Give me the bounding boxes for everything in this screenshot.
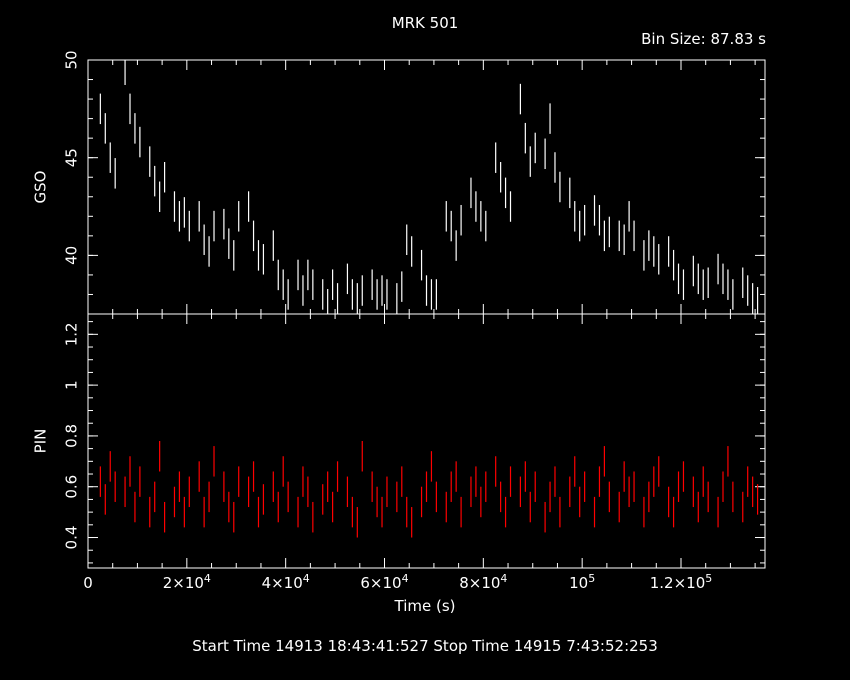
- x-tick-label: 6×104: [360, 572, 408, 592]
- start-stop-times: Start Time 14913 18:43:41:527 Stop Time …: [192, 637, 658, 655]
- pin-panel-frame: [87, 313, 766, 569]
- y-tick-label: 50: [63, 50, 81, 69]
- y-tick-label: 0.4: [63, 526, 81, 550]
- y-tick-label: 1: [63, 380, 81, 390]
- time-axis-label: Time (s): [394, 597, 456, 615]
- x-tick-label: 105: [569, 572, 595, 592]
- gso-axis-label: GSO: [30, 170, 49, 204]
- x-tick-label: 0: [83, 574, 93, 592]
- y-tick-label: 45: [63, 148, 81, 167]
- bin-size-label: Bin Size: 87.83 s: [641, 30, 766, 48]
- y-tick-label: 1.2: [63, 322, 81, 346]
- y-tick-label: 0.6: [63, 475, 81, 499]
- y-tick-label: 40: [63, 246, 81, 265]
- x-tick-label: 2×104: [163, 572, 211, 592]
- y-tick-label: 0.8: [63, 424, 81, 448]
- x-tick-label: 8×104: [459, 572, 507, 592]
- pin-axis-label: PIN: [30, 428, 49, 454]
- x-tick-label: 1.2×105: [650, 572, 713, 592]
- x-tick-label: 4×104: [262, 572, 310, 592]
- chart-title: MRK 501: [391, 14, 459, 32]
